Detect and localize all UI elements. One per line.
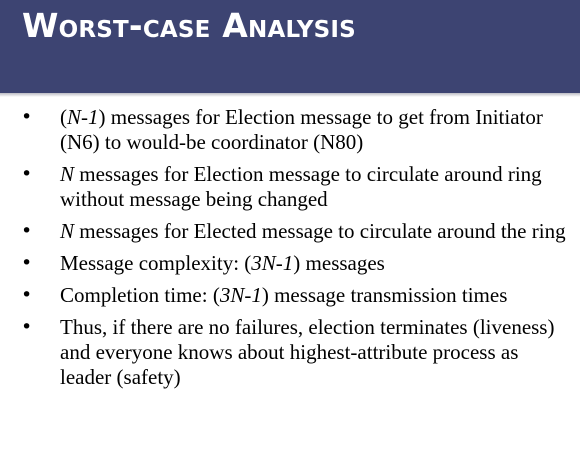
title-bar-shadow	[0, 93, 580, 97]
bullet-item: • N messages for Elected message to circ…	[0, 219, 580, 244]
text-segment: Thus, if there are no failures, election…	[60, 315, 555, 389]
text-segment: ) messages for Election message to get f…	[60, 105, 543, 154]
bullet-text: Thus, if there are no failures, election…	[60, 315, 554, 389]
bullet-item: • Completion time: (3N-1) message transm…	[0, 283, 580, 308]
text-segment: messages for Election message to circula…	[60, 162, 542, 211]
text-segment: ) message transmission times	[261, 283, 508, 307]
italic-variable: 3N-1	[219, 283, 262, 307]
bullet-item: • N messages for Election message to cir…	[0, 162, 580, 212]
title-bar: Worst-case Analysis	[0, 0, 580, 93]
text-segment: Message complexity: (	[60, 251, 252, 275]
bullet-text: Completion time: (3N-1) message transmis…	[60, 283, 507, 307]
italic-variable: N	[60, 162, 75, 186]
bullet-text: N messages for Election message to circu…	[60, 162, 542, 211]
text-segment: ) messages	[293, 251, 385, 275]
text-segment: (	[60, 105, 67, 129]
bullet-text: (N-1) messages for Election message to g…	[60, 105, 543, 154]
slide-title: Worst-case Analysis	[22, 6, 356, 45]
bullet-icon: •	[21, 220, 33, 242]
bullet-icon: •	[21, 252, 33, 274]
bullet-icon: •	[21, 106, 33, 128]
bullet-icon: •	[21, 163, 33, 185]
bullet-icon: •	[21, 316, 33, 338]
bullet-icon: •	[21, 284, 33, 306]
text-segment: Completion time: (	[60, 283, 220, 307]
bullet-item: • Thus, if there are no failures, electi…	[0, 315, 580, 390]
bullet-item: • Message complexity: (3N-1) messages	[0, 251, 580, 276]
bullet-text: N messages for Elected message to circul…	[60, 219, 566, 243]
italic-variable: N	[60, 219, 75, 243]
bullet-item: • (N-1) messages for Election message to…	[0, 105, 580, 155]
bullet-list: • (N-1) messages for Election message to…	[0, 105, 580, 397]
italic-variable: N-1	[67, 105, 99, 129]
text-segment: messages for Elected message to circulat…	[74, 219, 566, 243]
bullet-text: Message complexity: (3N-1) messages	[60, 251, 385, 275]
italic-variable: 3N-1	[251, 251, 294, 275]
